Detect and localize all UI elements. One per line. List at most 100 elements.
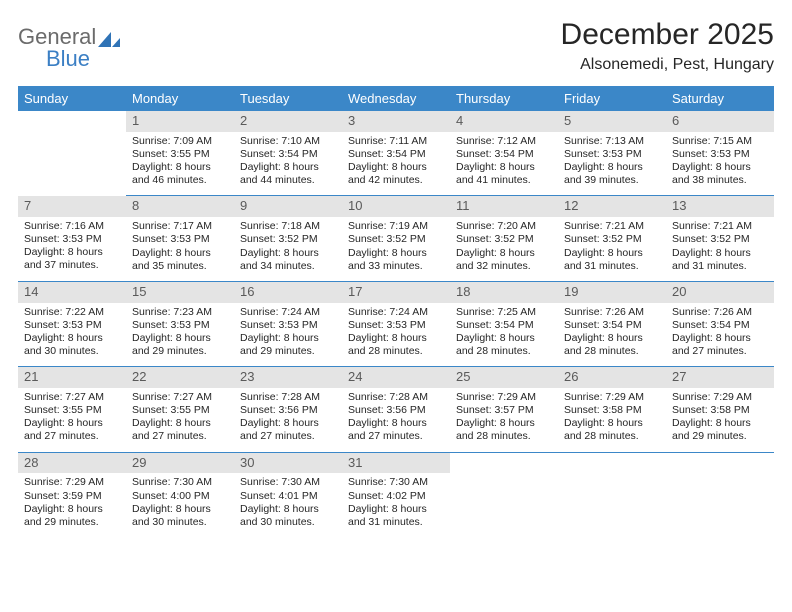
day-number: 24 xyxy=(342,367,450,388)
day-number: 29 xyxy=(126,453,234,474)
day-cell: 16 Sunrise: 7:24 AMSunset: 3:53 PMDayligh… xyxy=(234,281,342,366)
day-number: 7 xyxy=(18,196,126,217)
day-cell xyxy=(18,111,126,196)
day-number: 13 xyxy=(666,196,774,217)
day-details: Sunrise: 7:21 AMSunset: 3:52 PMDaylight:… xyxy=(564,220,660,273)
day-number: 10 xyxy=(342,196,450,217)
day-cell: 18 Sunrise: 7:25 AMSunset: 3:54 PMDayligh… xyxy=(450,281,558,366)
day-details: Sunrise: 7:09 AMSunset: 3:55 PMDaylight:… xyxy=(132,135,228,188)
day-details: Sunrise: 7:29 AMSunset: 3:58 PMDaylight:… xyxy=(564,391,660,444)
day-cell: 2Sunrise: 7:10 AMSunset: 3:54 PMDaylight… xyxy=(234,111,342,196)
logo-sail-icon xyxy=(98,32,120,50)
day-details: Sunrise: 7:30 AMSunset: 4:01 PMDaylight:… xyxy=(240,476,336,529)
day-cell: 30Sunrise: 7:30 AMSunset: 4:01 PMDayligh… xyxy=(234,452,342,537)
day-details: Sunrise: 7:21 AMSunset: 3:52 PMDaylight:… xyxy=(672,220,768,273)
day-number: 11 xyxy=(450,196,558,217)
day-number: 14 xyxy=(18,282,126,303)
day-header: Wednesday xyxy=(342,86,450,111)
day-number: 20 xyxy=(666,282,774,303)
day-cell: 21 Sunrise: 7:27 AMSunset: 3:55 PMDayligh… xyxy=(18,367,126,452)
day-cell: 29Sunrise: 7:30 AMSunset: 4:00 PMDayligh… xyxy=(126,452,234,537)
location: Alsonemedi, Pest, Hungary xyxy=(561,56,774,74)
day-details: Sunrise: 7:11 AMSunset: 3:54 PMDaylight:… xyxy=(348,135,444,188)
day-details: Sunrise: 7:30 AMSunset: 4:02 PMDaylight:… xyxy=(348,476,444,529)
day-details: Sunrise: 7:26 AMSunset: 3:54 PMDaylight:… xyxy=(672,306,768,359)
day-number: 6 xyxy=(666,111,774,132)
day-details: Sunrise: 7:24 AMSunset: 3:53 PMDaylight:… xyxy=(348,306,444,359)
day-header: Friday xyxy=(558,86,666,111)
day-details: Sunrise: 7:20 AMSunset: 3:52 PMDaylight:… xyxy=(456,220,552,273)
calendar-page: GeneralBlue December 2025 Alsonemedi, Pe… xyxy=(0,0,792,612)
day-cell: 5 Sunrise: 7:13 AMSunset: 3:53 PMDaylight… xyxy=(558,111,666,196)
day-details: Sunrise: 7:27 AMSunset: 3:55 PMDaylight:… xyxy=(132,391,228,444)
day-cell: 27Sunrise: 7:29 AMSunset: 3:58 PMDayligh… xyxy=(666,367,774,452)
day-number: 16 xyxy=(234,282,342,303)
day-cell: 11 Sunrise: 7:20 AMSunset: 3:52 PMDayligh… xyxy=(450,196,558,281)
day-details: Sunrise: 7:16 AMSunset: 3:53 PMDaylight:… xyxy=(24,220,120,273)
day-cell: 24 Sunrise: 7:28 AMSunset: 3:56 PMDayligh… xyxy=(342,367,450,452)
day-number: 27 xyxy=(666,367,774,388)
day-details: Sunrise: 7:19 AMSunset: 3:52 PMDaylight:… xyxy=(348,220,444,273)
day-number: 28 xyxy=(18,453,126,474)
day-details: Sunrise: 7:29 AMSunset: 3:57 PMDaylight:… xyxy=(456,391,552,444)
day-number: 3 xyxy=(342,111,450,132)
day-details: Sunrise: 7:24 AMSunset: 3:53 PMDaylight:… xyxy=(240,306,336,359)
day-cell: 25 Sunrise: 7:29 AMSunset: 3:57 PMDayligh… xyxy=(450,367,558,452)
day-number: 9 xyxy=(234,196,342,217)
logo: GeneralBlue xyxy=(18,18,120,72)
day-cell: 17 Sunrise: 7:24 AMSunset: 3:53 PMDayligh… xyxy=(342,281,450,366)
day-cell: 10 Sunrise: 7:19 AMSunset: 3:52 PMDayligh… xyxy=(342,196,450,281)
day-cell: 15Sunrise: 7:23 AMSunset: 3:53 PMDayligh… xyxy=(126,281,234,366)
day-details: Sunrise: 7:22 AMSunset: 3:53 PMDaylight:… xyxy=(24,306,120,359)
day-header: Tuesday xyxy=(234,86,342,111)
day-header: Saturday xyxy=(666,86,774,111)
day-number: 25 xyxy=(450,367,558,388)
day-number: 8 xyxy=(126,196,234,217)
day-number: 5 xyxy=(558,111,666,132)
week-row: 21 Sunrise: 7:27 AMSunset: 3:55 PMDayligh… xyxy=(18,367,774,452)
day-details: Sunrise: 7:28 AMSunset: 3:56 PMDaylight:… xyxy=(348,391,444,444)
week-row: 1 Sunrise: 7:09 AMSunset: 3:55 PMDaylight… xyxy=(18,111,774,196)
day-header-row: SundayMondayTuesdayWednesdayThursdayFrid… xyxy=(18,86,774,111)
day-cell: 26 Sunrise: 7:29 AMSunset: 3:58 PMDayligh… xyxy=(558,367,666,452)
day-number: 18 xyxy=(450,282,558,303)
calendar-table: SundayMondayTuesdayWednesdayThursdayFrid… xyxy=(18,86,774,537)
day-cell xyxy=(450,452,558,537)
day-number: 31 xyxy=(342,453,450,474)
day-cell: 28Sunrise: 7:29 AMSunset: 3:59 PMDayligh… xyxy=(18,452,126,537)
month-title: December 2025 xyxy=(561,18,774,52)
day-cell: 7 Sunrise: 7:16 AMSunset: 3:53 PMDaylight… xyxy=(18,196,126,281)
day-number: 30 xyxy=(234,453,342,474)
day-header: Sunday xyxy=(18,86,126,111)
day-cell: 12Sunrise: 7:21 AMSunset: 3:52 PMDayligh… xyxy=(558,196,666,281)
day-number: 1 xyxy=(126,111,234,132)
day-details: Sunrise: 7:17 AMSunset: 3:53 PMDaylight:… xyxy=(132,220,228,273)
title-block: December 2025 Alsonemedi, Pest, Hungary xyxy=(561,18,774,74)
day-cell xyxy=(558,452,666,537)
day-number: 21 xyxy=(18,367,126,388)
week-row: 14 Sunrise: 7:22 AMSunset: 3:53 PMDayligh… xyxy=(18,281,774,366)
day-details: Sunrise: 7:15 AMSunset: 3:53 PMDaylight:… xyxy=(672,135,768,188)
day-details: Sunrise: 7:13 AMSunset: 3:53 PMDaylight:… xyxy=(564,135,660,188)
day-header: Thursday xyxy=(450,86,558,111)
day-details: Sunrise: 7:25 AMSunset: 3:54 PMDaylight:… xyxy=(456,306,552,359)
day-cell: 20 Sunrise: 7:26 AMSunset: 3:54 PMDayligh… xyxy=(666,281,774,366)
week-row: 7 Sunrise: 7:16 AMSunset: 3:53 PMDaylight… xyxy=(18,196,774,281)
day-number: 19 xyxy=(558,282,666,303)
day-details: Sunrise: 7:12 AMSunset: 3:54 PMDaylight:… xyxy=(456,135,552,188)
day-header: Monday xyxy=(126,86,234,111)
day-number: 26 xyxy=(558,367,666,388)
day-cell: 31Sunrise: 7:30 AMSunset: 4:02 PMDayligh… xyxy=(342,452,450,537)
day-cell: 1 Sunrise: 7:09 AMSunset: 3:55 PMDaylight… xyxy=(126,111,234,196)
day-cell: 19 Sunrise: 7:26 AMSunset: 3:54 PMDayligh… xyxy=(558,281,666,366)
day-cell: 9Sunrise: 7:18 AMSunset: 3:52 PMDaylight… xyxy=(234,196,342,281)
day-details: Sunrise: 7:26 AMSunset: 3:54 PMDaylight:… xyxy=(564,306,660,359)
day-cell: 3 Sunrise: 7:11 AMSunset: 3:54 PMDaylight… xyxy=(342,111,450,196)
day-details: Sunrise: 7:28 AMSunset: 3:56 PMDaylight:… xyxy=(240,391,336,444)
day-number: 17 xyxy=(342,282,450,303)
day-cell xyxy=(666,452,774,537)
day-number: 15 xyxy=(126,282,234,303)
day-cell: 13 Sunrise: 7:21 AMSunset: 3:52 PMDayligh… xyxy=(666,196,774,281)
day-number: 23 xyxy=(234,367,342,388)
day-details: Sunrise: 7:27 AMSunset: 3:55 PMDaylight:… xyxy=(24,391,120,444)
